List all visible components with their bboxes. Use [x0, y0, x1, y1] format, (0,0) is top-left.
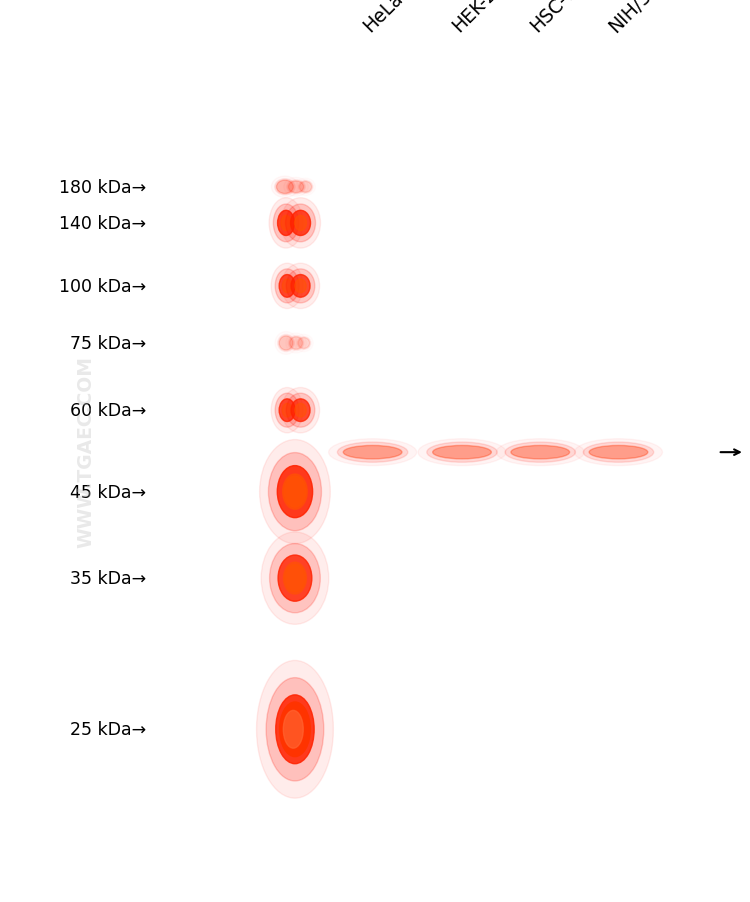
- Ellipse shape: [275, 270, 299, 304]
- Ellipse shape: [279, 336, 293, 351]
- Text: HSC-T6: HSC-T6: [526, 0, 588, 36]
- Text: 60 kDa→: 60 kDa→: [70, 401, 146, 419]
- Ellipse shape: [511, 446, 569, 459]
- Ellipse shape: [285, 565, 305, 593]
- Ellipse shape: [291, 400, 310, 422]
- Ellipse shape: [276, 695, 314, 764]
- Text: 75 kDa→: 75 kDa→: [70, 335, 146, 353]
- Ellipse shape: [272, 388, 303, 433]
- Ellipse shape: [278, 211, 295, 236]
- Ellipse shape: [281, 388, 320, 433]
- Ellipse shape: [289, 181, 304, 193]
- Ellipse shape: [290, 337, 302, 350]
- Ellipse shape: [344, 446, 402, 459]
- Ellipse shape: [261, 532, 328, 624]
- Ellipse shape: [291, 275, 310, 298]
- Text: NIH/3T3: NIH/3T3: [605, 0, 672, 36]
- Ellipse shape: [278, 466, 313, 518]
- Ellipse shape: [280, 703, 310, 757]
- Ellipse shape: [584, 443, 654, 463]
- Text: 45 kDa→: 45 kDa→: [70, 483, 146, 502]
- Ellipse shape: [274, 179, 295, 196]
- Ellipse shape: [298, 181, 313, 194]
- Ellipse shape: [433, 446, 491, 459]
- Ellipse shape: [273, 205, 298, 243]
- Text: WWW.TGAEC.COM: WWW.TGAEC.COM: [76, 355, 96, 547]
- Ellipse shape: [284, 709, 307, 750]
- Ellipse shape: [295, 280, 306, 293]
- Ellipse shape: [281, 216, 291, 231]
- Ellipse shape: [266, 678, 324, 781]
- Ellipse shape: [284, 563, 307, 594]
- Ellipse shape: [295, 404, 306, 418]
- Ellipse shape: [268, 453, 322, 531]
- Ellipse shape: [295, 216, 307, 231]
- Ellipse shape: [284, 476, 305, 508]
- Ellipse shape: [286, 205, 316, 243]
- Text: HEK-293: HEK-293: [448, 0, 518, 36]
- Ellipse shape: [505, 443, 575, 463]
- Ellipse shape: [280, 198, 320, 249]
- Ellipse shape: [281, 264, 320, 309]
- Ellipse shape: [278, 556, 312, 602]
- Ellipse shape: [286, 270, 315, 304]
- Ellipse shape: [282, 280, 292, 293]
- Ellipse shape: [282, 404, 292, 418]
- Ellipse shape: [256, 660, 333, 798]
- Text: 140 kDa→: 140 kDa→: [59, 215, 146, 233]
- Text: 180 kDa→: 180 kDa→: [59, 179, 146, 197]
- Ellipse shape: [590, 446, 648, 459]
- Ellipse shape: [299, 182, 312, 193]
- Ellipse shape: [279, 400, 295, 422]
- Ellipse shape: [275, 394, 299, 428]
- Text: HeLa: HeLa: [359, 0, 407, 36]
- Ellipse shape: [286, 180, 305, 195]
- Ellipse shape: [286, 394, 315, 428]
- Ellipse shape: [298, 338, 310, 349]
- Ellipse shape: [288, 336, 304, 351]
- Ellipse shape: [272, 264, 303, 309]
- Text: 100 kDa→: 100 kDa→: [59, 278, 146, 296]
- Ellipse shape: [278, 335, 294, 352]
- Ellipse shape: [283, 474, 308, 510]
- Ellipse shape: [269, 544, 320, 613]
- Ellipse shape: [284, 711, 303, 749]
- Ellipse shape: [338, 443, 408, 463]
- Ellipse shape: [269, 198, 303, 249]
- Text: 25 kDa→: 25 kDa→: [70, 721, 146, 739]
- Ellipse shape: [427, 443, 497, 463]
- Ellipse shape: [277, 181, 293, 194]
- Text: 35 kDa→: 35 kDa→: [70, 569, 146, 587]
- Ellipse shape: [260, 440, 330, 544]
- Ellipse shape: [279, 275, 295, 298]
- Ellipse shape: [290, 211, 310, 236]
